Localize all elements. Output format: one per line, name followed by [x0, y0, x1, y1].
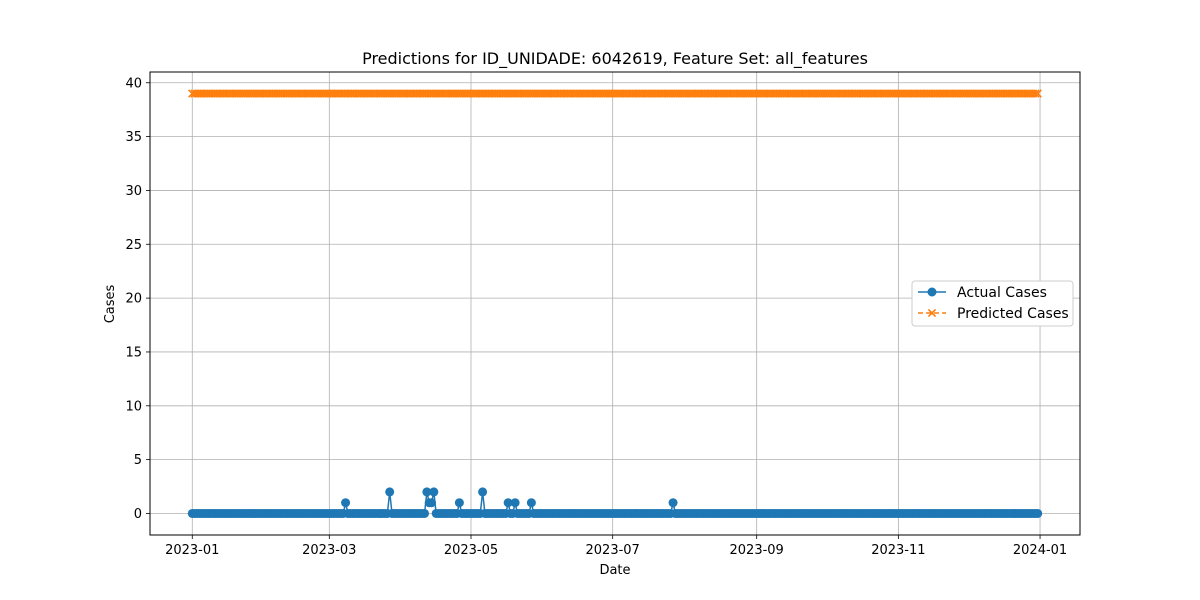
legend-x-marker — [927, 308, 937, 318]
actual-cases-point — [510, 498, 520, 508]
series-layer — [187, 89, 1043, 518]
actual-cases-point — [526, 498, 536, 508]
x-tick-label: 2023-01 — [165, 543, 219, 558]
predicted-cases-point — [1031, 89, 1040, 98]
x-tick-label: 2023-05 — [444, 543, 498, 558]
chart-title: Predictions for ID_UNIDADE: 6042619, Fea… — [362, 49, 868, 69]
x-tick-label: 2023-07 — [586, 543, 640, 558]
actual-cases-point — [478, 487, 488, 497]
predicted-marker-stroke — [927, 308, 937, 318]
legend-marker-actual — [927, 287, 937, 297]
y-axis-label: Cases — [103, 284, 118, 323]
plot-frame — [149, 71, 1081, 536]
predicted-marker-stroke — [1033, 89, 1042, 98]
x-tick-label: 2024-01 — [1013, 543, 1067, 558]
legend-label-predicted: Predicted Cases — [957, 306, 1069, 322]
legend-label-actual: Actual Cases — [957, 285, 1047, 301]
actual-cases-point — [420, 508, 430, 518]
actual-cases-point — [454, 498, 464, 508]
y-tick-label: 40 — [125, 76, 142, 91]
actual-cases-point — [503, 498, 513, 508]
x-tick-label: 2023-09 — [730, 543, 784, 558]
predicted-cases-point — [1033, 89, 1042, 98]
y-tick-label: 20 — [125, 292, 142, 307]
y-tick-label: 35 — [125, 130, 142, 145]
legend-marker-predicted — [927, 308, 937, 318]
ticks: 2023-01 2023-03 2023-05 2023-07 2023-09 2023-… — [125, 76, 1067, 558]
actual-cases-point — [668, 498, 678, 508]
actual-cases-point — [422, 487, 432, 497]
y-tick-label: 15 — [125, 345, 142, 360]
y-tick-label: 0 — [134, 507, 142, 522]
legend: Actual Cases Predicted Cases — [911, 280, 1074, 327]
actual-cases-point — [341, 498, 351, 508]
legend-box — [911, 280, 1074, 327]
x-axis-label: Date — [599, 563, 630, 578]
y-tick-label: 25 — [125, 238, 142, 253]
x-tick-label: 2023-11 — [871, 543, 925, 558]
y-tick-label: 10 — [125, 399, 142, 414]
predicted-marker-stroke — [1031, 89, 1040, 98]
actual-cases-point — [427, 498, 437, 508]
actual-cases-point — [385, 487, 395, 497]
y-tick-label: 30 — [125, 184, 142, 199]
legend-circle-marker — [927, 287, 937, 297]
y-tick-label: 5 — [134, 453, 142, 468]
actual-cases-point — [429, 487, 439, 497]
actual-cases-point — [1033, 508, 1043, 518]
x-tick-label: 2023-03 — [302, 543, 356, 558]
